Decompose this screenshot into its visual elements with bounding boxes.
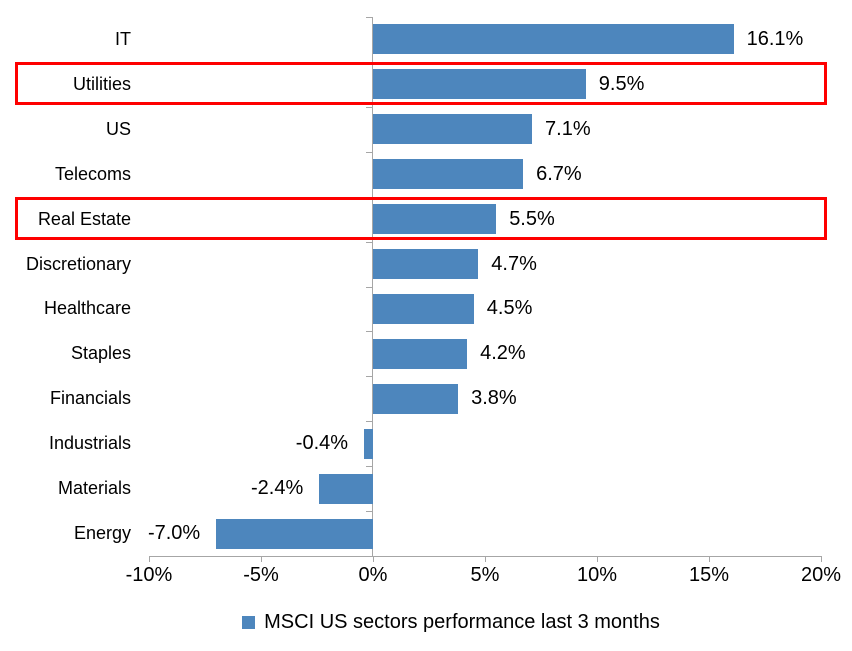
category-label-telecoms: Telecoms [54,163,131,184]
y-axis-tick [366,242,372,243]
category-label-healthcare: Healthcare [43,298,131,319]
x-axis-tick [261,556,262,562]
x-axis-tick [149,556,150,562]
bar-discretionary [373,249,479,280]
x-axis-tick [709,556,710,562]
highlight-box-utilities [15,62,827,105]
value-label-discretionary: 4.7% [491,252,537,275]
category-label-utilities: Utilities [72,73,131,94]
bar-real-estate [373,204,497,235]
legend-label: MSCI US sectors performance last 3 month… [264,611,660,633]
y-axis-tick [366,107,372,108]
x-axis-tick [485,556,486,562]
x-axis-tick [821,556,822,562]
value-label-materials: -2.4% [250,477,304,500]
category-label-energy: Energy [73,523,131,544]
y-axis-tick [366,287,372,288]
bar-energy [216,518,373,549]
bar-materials [319,473,373,504]
value-label-us: 7.1% [545,117,591,140]
value-label-energy: -7.0% [147,522,201,545]
value-label-industrials: -0.4% [295,432,349,455]
bar-staples [373,338,468,369]
x-tick-label: 0% [358,564,388,586]
x-tick-label: 10% [576,564,618,586]
y-axis-tick [366,421,372,422]
x-tick-label: 5% [470,564,500,586]
bar-industrials [364,428,373,459]
y-axis-line [372,17,373,556]
bar-financials [373,383,459,414]
x-tick-label: 15% [688,564,730,586]
value-label-financials: 3.8% [471,387,517,410]
category-label-it: IT [115,28,131,49]
bar-telecoms [373,159,524,190]
x-tick-label: 20% [800,564,842,586]
category-label-industrials: Industrials [48,433,131,454]
y-axis-tick [366,511,372,512]
category-label-materials: Materials [57,478,131,499]
x-axis-tick [597,556,598,562]
category-label-discretionary: Discretionary [25,253,131,274]
bar-us [373,114,533,145]
y-axis-tick [366,556,372,557]
bar-utilities [373,69,586,100]
x-tick-label: -5% [243,564,279,586]
category-label-real-estate: Real Estate [37,208,131,229]
x-axis-tick [373,556,374,562]
y-axis-tick [366,466,372,467]
x-tick-label: -10% [125,564,173,586]
bar-it [373,24,734,55]
y-axis-tick [366,152,372,153]
category-label-staples: Staples [70,343,131,364]
y-axis-tick [366,376,372,377]
category-label-us: US [105,118,131,139]
value-label-real-estate: 5.5% [509,207,555,230]
value-label-healthcare: 4.5% [486,297,533,320]
value-label-it: 16.1% [746,27,804,50]
legend: MSCI US sectors performance last 3 month… [0,611,852,634]
value-label-telecoms: 6.7% [536,162,582,185]
legend-swatch-icon [242,616,256,629]
value-label-staples: 4.2% [480,342,526,365]
y-axis-tick [366,17,372,18]
bar-healthcare [373,293,474,324]
highlight-box-real-estate [15,197,827,240]
y-axis-tick [366,331,372,332]
value-label-utilities: 9.5% [598,72,645,95]
category-label-financials: Financials [49,388,131,409]
